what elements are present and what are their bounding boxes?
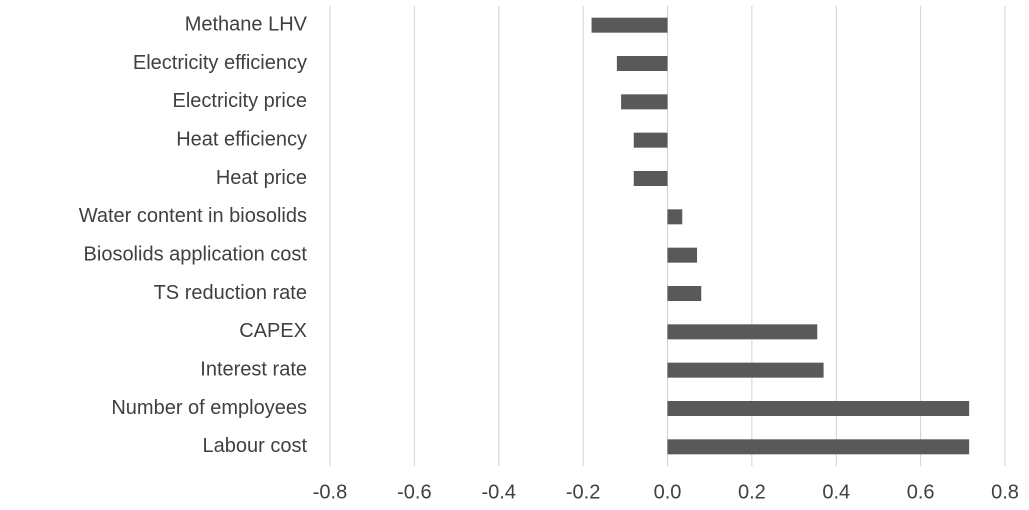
x-tick-label: -0.8 [313,481,347,503]
y-tick-label: TS reduction rate [154,282,307,304]
y-tick-label: Interest rate [200,358,307,380]
y-tick-label: Heat efficiency [176,128,307,150]
y-tick-label: Labour cost [202,435,307,457]
y-tick-label: Electricity efficiency [133,52,307,74]
y-tick-label: Methane LHV [185,13,308,35]
x-tick-label: 0.0 [654,481,682,503]
x-tick-label: 0.8 [991,481,1019,503]
y-tick-label: Electricity price [173,90,307,112]
y-tick-label: Biosolids application cost [84,243,308,265]
bar [667,401,970,416]
x-tick-label: 0.6 [907,481,935,503]
bar [633,132,668,148]
bar [667,324,818,340]
bar [633,171,668,186]
bar [616,56,668,71]
bar [667,439,970,455]
x-tick-label: -0.2 [566,481,600,503]
y-tick-label: Water content in biosolids [79,205,307,227]
x-tick-label: -0.4 [482,481,516,503]
x-tick-label: 0.4 [822,481,850,503]
bar [667,362,824,378]
y-tick-label: CAPEX [239,320,307,342]
x-tick-label: 0.2 [738,481,766,503]
y-tick-label: Heat price [216,167,307,189]
bar [667,209,683,225]
bar [667,286,702,301]
x-tick-label: -0.6 [397,481,431,503]
y-tick-label: Number of employees [111,397,307,419]
bar [621,94,668,110]
bar [591,17,668,33]
bar [667,247,698,263]
